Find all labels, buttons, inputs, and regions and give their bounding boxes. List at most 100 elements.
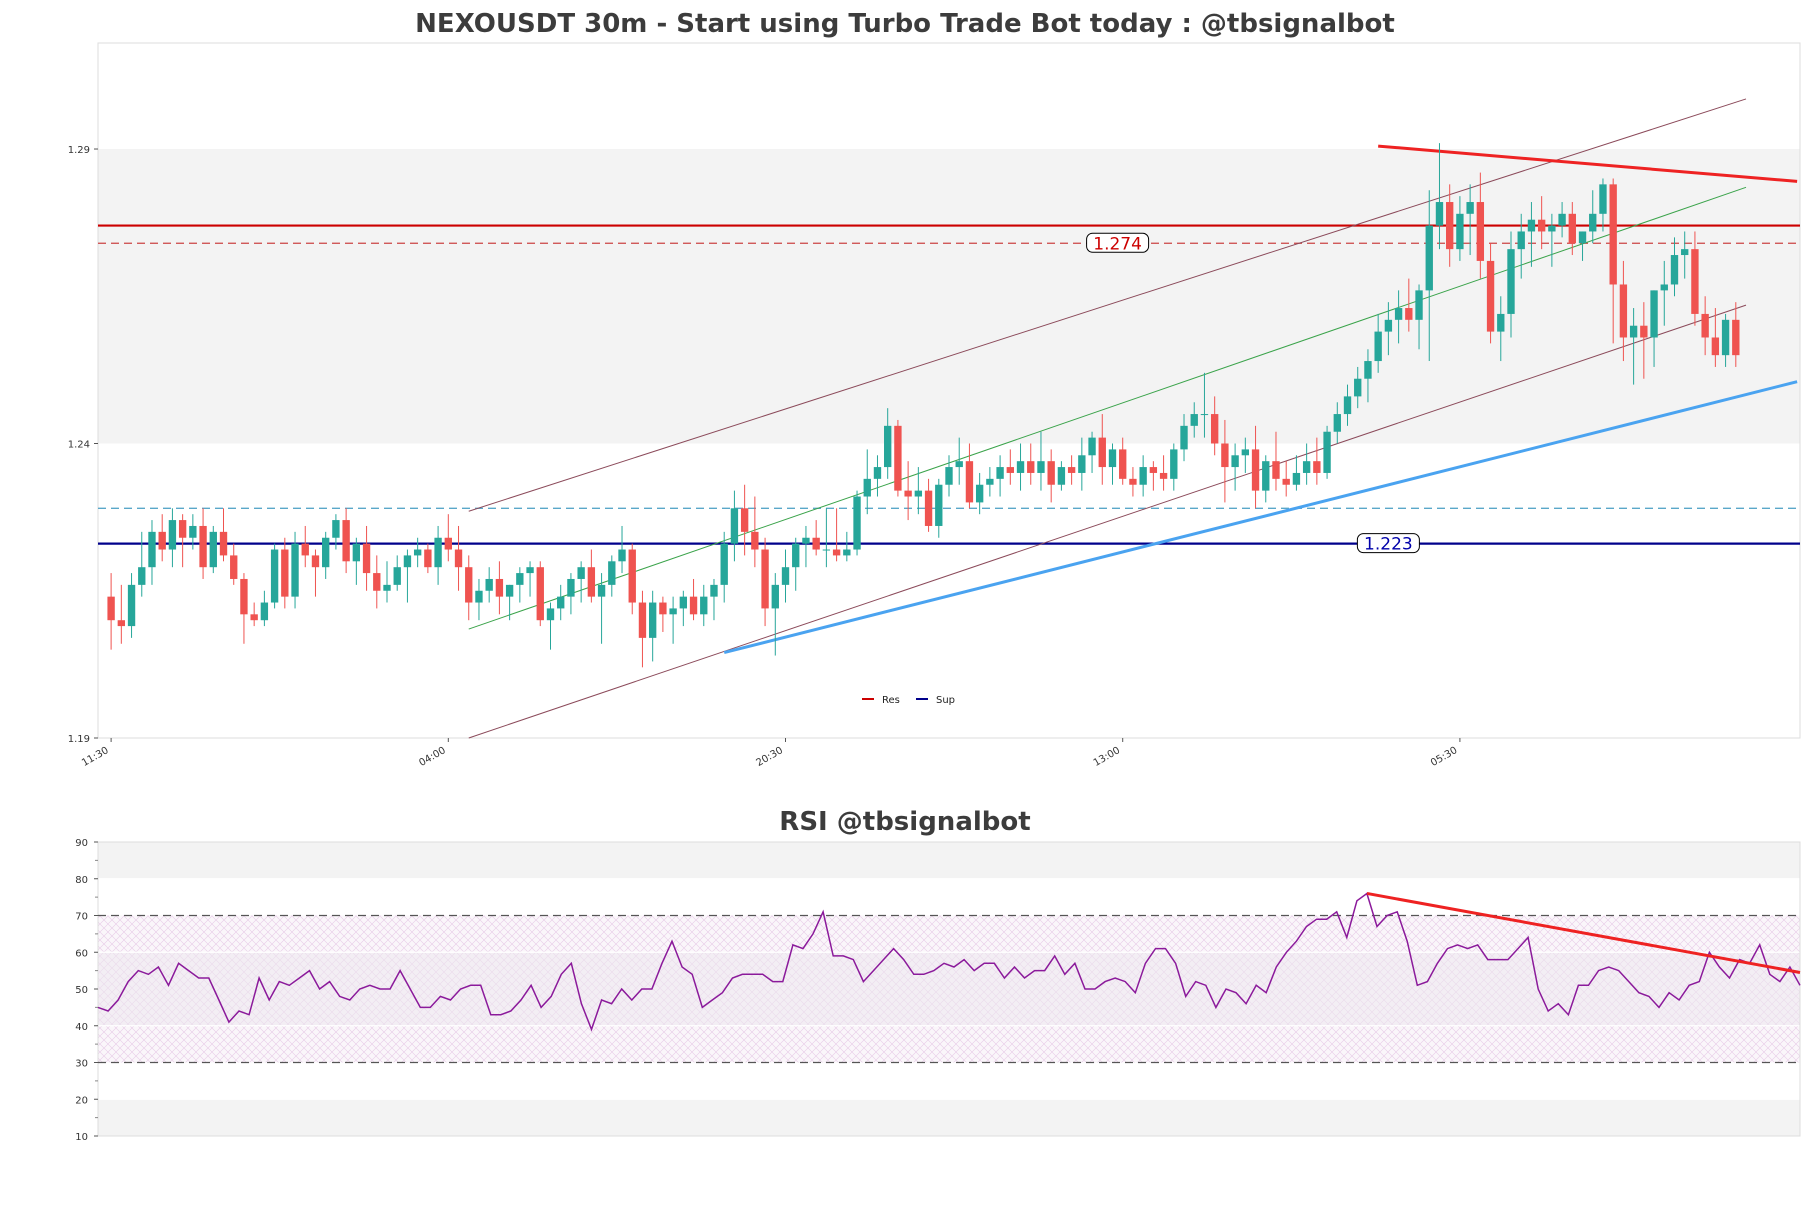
candle-body xyxy=(260,602,269,621)
legend: Res Sup xyxy=(862,695,955,706)
candle-body xyxy=(955,461,963,468)
y-tick-label: 1.24 xyxy=(68,440,90,451)
price-levels xyxy=(98,224,1800,545)
candle-body xyxy=(904,490,912,497)
candle-body xyxy=(1098,437,1106,468)
candle-body xyxy=(1200,414,1209,416)
candle-body xyxy=(1629,325,1638,338)
candle-body xyxy=(373,573,381,591)
candle-body xyxy=(1343,396,1352,415)
candle-body xyxy=(843,549,851,556)
candle-body xyxy=(209,531,217,568)
candle-body xyxy=(322,537,330,568)
rsi-chart-title: RSI @tbsignalbot xyxy=(779,807,1030,837)
candle-body xyxy=(383,584,391,591)
candle-body xyxy=(781,567,790,585)
rsi-y-tick-label: 80 xyxy=(75,875,88,886)
candle-body xyxy=(454,549,463,568)
candle-body xyxy=(914,490,923,497)
candle-body xyxy=(526,567,534,574)
channel-upper-line xyxy=(468,98,1747,512)
candle-body xyxy=(1456,213,1464,250)
candle-body xyxy=(1466,202,1474,214)
candle-body xyxy=(148,531,156,568)
candle-body xyxy=(822,549,831,551)
candle-body xyxy=(138,567,146,585)
candle-body xyxy=(1272,461,1280,479)
candle-body xyxy=(1415,290,1423,320)
rsi-y-tick-label: 20 xyxy=(75,1095,88,1106)
candle-body xyxy=(761,549,769,609)
legend-res-label: Res xyxy=(882,695,900,706)
candle-body xyxy=(107,596,115,621)
candle-body xyxy=(1159,472,1168,479)
candle-body xyxy=(1691,249,1699,314)
candle-body xyxy=(894,425,902,491)
candle-body xyxy=(1180,425,1188,450)
candle-body xyxy=(720,543,728,585)
candle-body xyxy=(1640,325,1648,338)
candle-body xyxy=(1302,461,1311,473)
channel-mid-line xyxy=(468,186,1747,630)
candle-body xyxy=(1670,255,1679,285)
candle-body xyxy=(1384,319,1393,332)
candle-body xyxy=(975,484,984,503)
legend-sup-label: Sup xyxy=(936,695,955,706)
candle-body xyxy=(434,537,442,568)
candle-body xyxy=(240,578,248,615)
candle-body xyxy=(1292,472,1301,485)
candle-body xyxy=(413,549,422,556)
candle-body xyxy=(740,508,749,532)
candle-body xyxy=(1241,449,1250,456)
x-tick-label: 05:30 xyxy=(1429,745,1459,769)
candle-body xyxy=(1711,337,1720,356)
candle-body xyxy=(1599,184,1607,214)
x-tick-label: 13:00 xyxy=(1092,745,1122,769)
candle-body xyxy=(352,543,361,562)
candle-body xyxy=(178,520,187,538)
candle-body xyxy=(1425,225,1433,291)
resistance-trend-line xyxy=(1378,144,1798,183)
candle-body xyxy=(771,584,779,609)
rsi-panel: 10 20 30 40 50 60 70 80 90 xyxy=(75,838,1801,1143)
candle-body xyxy=(628,549,636,603)
rsi-series-line xyxy=(97,892,1801,1032)
candle-body xyxy=(1374,331,1382,362)
candle-body xyxy=(812,537,820,550)
candle-body xyxy=(505,584,514,597)
candle-body xyxy=(424,549,432,568)
candle-body xyxy=(1354,378,1362,397)
candle-body xyxy=(1476,202,1485,261)
candle-body xyxy=(924,490,933,526)
candle-body xyxy=(291,543,299,597)
candle-body xyxy=(618,549,626,562)
candle-body xyxy=(1650,290,1658,338)
candle-body xyxy=(1190,414,1198,426)
candle-body xyxy=(1006,467,1014,473)
candle-body xyxy=(393,567,401,585)
candle-body xyxy=(567,578,575,597)
candle-body xyxy=(986,478,994,485)
candle-body xyxy=(485,578,493,591)
candle-body xyxy=(935,484,943,526)
candle-body xyxy=(1047,461,1055,485)
candle-body xyxy=(1394,308,1403,320)
candle-body xyxy=(158,531,166,550)
candle-body xyxy=(638,602,647,638)
candle-body xyxy=(1231,455,1239,468)
candle-body xyxy=(1088,437,1096,456)
rsi-y-tick-label: 60 xyxy=(75,948,88,959)
candle-body xyxy=(1497,313,1505,332)
candle-body xyxy=(1037,461,1045,473)
candle-body xyxy=(597,584,606,597)
candle-body xyxy=(536,567,544,621)
candle-body xyxy=(557,596,565,609)
candle-body xyxy=(1139,467,1147,485)
candle-body xyxy=(127,584,136,627)
candle-body xyxy=(853,496,861,550)
rsi-band-top xyxy=(98,842,1800,879)
candle-body xyxy=(1619,284,1628,338)
candle-body xyxy=(362,543,371,574)
candle-body xyxy=(1262,461,1270,491)
